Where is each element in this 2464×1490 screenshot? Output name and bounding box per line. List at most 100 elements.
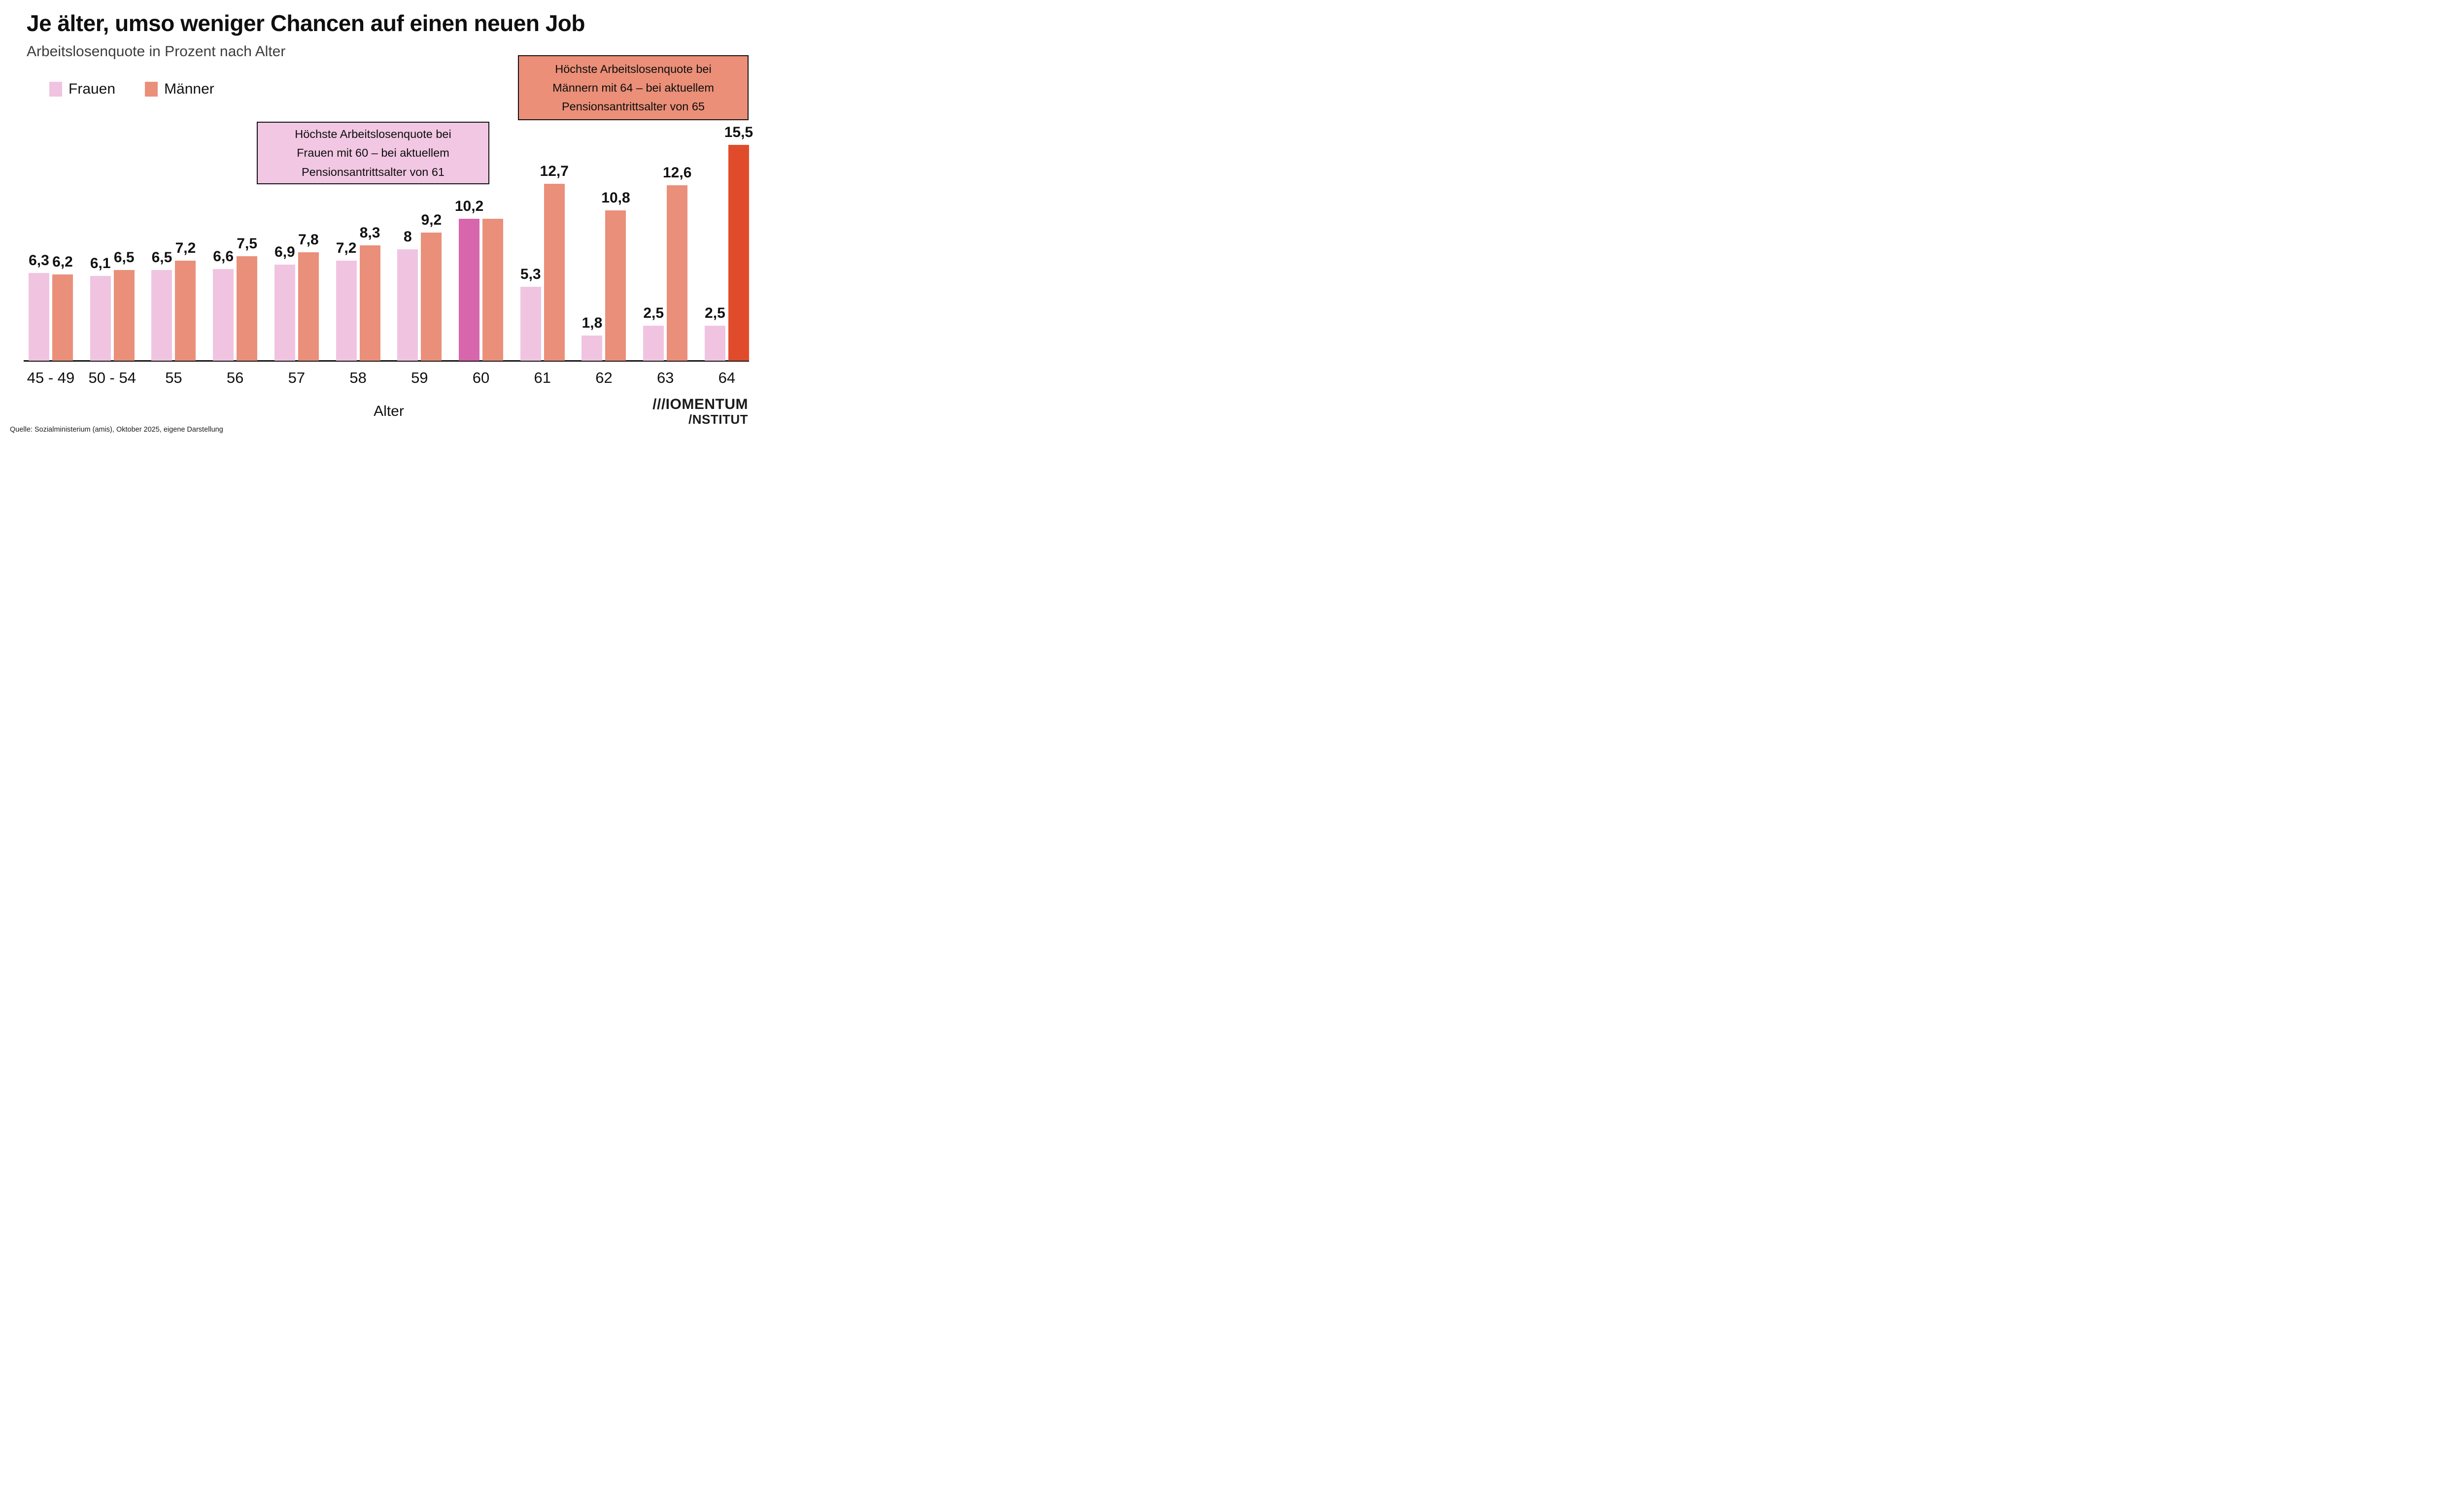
legend-swatch [145,82,158,97]
bar-value-label-maenner-58: 8,3 [359,224,380,241]
bar-maenner-50-54 [113,270,135,361]
bar-frauen-45-49 [29,273,49,361]
bar-value-label-maenner-61: 12,7 [540,163,569,180]
bar-group-56: 6,6 7,5 56 [213,236,258,386]
annotation-line: Männern mit 64 – bei aktuellem [552,81,714,94]
bar-value-label-frauen-62: 1,8 [582,315,603,332]
bar-group-45-49: 6,3 6,2 45 - 49 [27,252,75,386]
annotation-frauen: Höchste Arbeitslosenquote bei Frauen mit … [257,122,489,184]
bar-maenner-64 [728,145,749,361]
x-tick-45-49: 45 - 49 [27,369,75,386]
x-tick-62: 62 [595,369,613,386]
x-tick-63: 63 [656,369,674,386]
bar-maenner-58 [359,245,380,361]
bar-value-label-maenner-45-49: 6,2 [52,253,73,270]
bar-wrap-maenner-64: 15,5 [724,124,753,361]
x-tick-59: 59 [411,369,428,386]
bar-maenner-63 [667,185,688,361]
bar-value-label-frauen-57: 6,9 [274,244,295,260]
annotation-maenner: Höchste Arbeitslosenquote bei Männern mit… [518,55,749,120]
bar-frauen-60 [459,218,480,361]
x-axis-line [24,360,749,362]
bar-value-label-frauen-61: 5,3 [520,266,541,283]
bar-group-58: 7,2 8,3 58 [336,225,380,386]
legend-label: Frauen [68,81,116,97]
bar-maenner-59 [421,233,442,361]
bar-wrap-maenner-60 [482,218,504,361]
x-tick-61: 61 [534,369,551,386]
bar-frauen-59 [397,249,418,361]
bar-value-label-frauen-63: 2,5 [643,305,664,322]
annotation-line: Pensionsantrittsalter von 65 [562,100,705,113]
bar-group-61: 5,3 12,7 61 [520,163,569,386]
bar-value-label-frauen-64: 2,5 [705,305,725,322]
bar-value-label-frauen-59: 8 [403,228,412,245]
bar-wrap-maenner-57: 7,8 [298,232,319,361]
x-tick-50-54: 50 - 54 [88,369,136,386]
bar-wrap-maenner-63: 12,6 [663,165,691,361]
bar-frauen-50-54 [90,275,111,361]
bar-value-label-maenner-50-54: 6,5 [113,249,135,266]
bar-value-label-maenner-56: 7,5 [237,236,258,252]
x-tick-57: 57 [288,369,306,386]
bar-wrap-frauen-45-49: 6,3 [29,252,49,361]
annotation-line: Höchste Arbeitslosenquote bei [295,128,451,141]
legend-swatch [49,82,62,97]
bar-group-57: 6,9 7,8 57 [274,232,319,386]
bar-wrap-frauen-63: 2,5 [643,305,664,361]
bar-value-label-maenner-62: 10,8 [601,189,630,206]
bar-group-50-54: 6,1 6,5 50 - 54 [88,249,136,386]
plot-area: 6,3 6,2 45 - 49 6,1 6,5 50 - 54 6,5 7,2 55 6,6 7,5… [27,124,753,386]
bar-maenner-55 [175,260,196,361]
bar-wrap-maenner-56: 7,5 [237,236,258,361]
annotation-line: Frauen mit 60 – bei aktuellem [297,146,449,160]
bar-wrap-maenner-58: 8,3 [359,225,380,361]
bar-wrap-maenner-59: 9,2 [421,212,442,361]
bar-wrap-maenner-62: 10,8 [601,190,630,361]
bar-wrap-maenner-61: 12,7 [540,163,569,361]
bar-value-label-maenner-63: 12,6 [662,164,692,181]
bar-wrap-frauen-57: 6,9 [274,244,295,361]
bar-value-label-frauen-55: 6,5 [151,249,172,266]
chart-subtitle: Arbeitslosenquote in Prozent nach Alter [27,43,286,60]
bar-wrap-maenner-50-54: 6,5 [113,249,135,361]
bar-value-label-frauen-50-54: 6,1 [90,255,111,271]
bar-frauen-62 [582,336,603,361]
x-axis-title: Alter [374,403,404,419]
bar-frauen-56 [213,269,234,361]
logo-line-institut: /NSTITUT [688,412,748,427]
bar-group-55: 6,5 7,2 55 [151,240,196,386]
bar-maenner-45-49 [52,274,73,361]
legend-item-frauen: Frauen [49,81,115,98]
x-tick-56: 56 [226,369,244,386]
x-tick-60: 60 [472,369,490,386]
source-note: Quelle: Sozialministerium (amis), Oktobe… [10,426,223,434]
bar-wrap-frauen-60: 10,2 [455,198,483,361]
annotation-line: Pensionsantrittsalter von 61 [302,165,445,178]
bar-value-label-maenner-57: 7,8 [298,231,319,248]
legend-label: Männer [164,81,214,97]
bar-wrap-frauen-62: 1,8 [582,315,603,361]
bar-wrap-frauen-61: 5,3 [520,266,541,361]
bar-group-64: 2,5 15,5 64 [704,124,753,386]
bar-wrap-frauen-59: 8 [397,229,418,361]
bar-group-59: 8 9,2 59 [397,212,442,386]
bar-frauen-61 [520,287,541,361]
bar-value-label-frauen-60: 10,2 [454,198,484,214]
legend-item-maenner: Männer [145,81,214,98]
bar-wrap-maenner-45-49: 6,2 [52,254,73,361]
bar-value-label-maenner-64: 15,5 [724,124,753,140]
bar-value-label-frauen-58: 7,2 [336,239,357,256]
legend: Frauen Männer [49,81,214,98]
bar-frauen-58 [336,260,357,361]
x-tick-55: 55 [165,369,182,386]
bar-group-62: 1,8 10,8 62 [582,190,630,386]
bar-value-label-frauen-45-49: 6,3 [29,252,49,269]
bar-wrap-frauen-55: 6,5 [151,249,172,361]
x-tick-58: 58 [349,369,367,386]
bar-maenner-61 [544,184,565,361]
logo-line-momentum: ///IOMENTUM [652,396,748,412]
infographic: Je älter, umso weniger Chancen auf einen… [0,0,773,441]
bar-value-label-maenner-55: 7,2 [175,239,196,256]
bar-maenner-62 [605,210,626,361]
